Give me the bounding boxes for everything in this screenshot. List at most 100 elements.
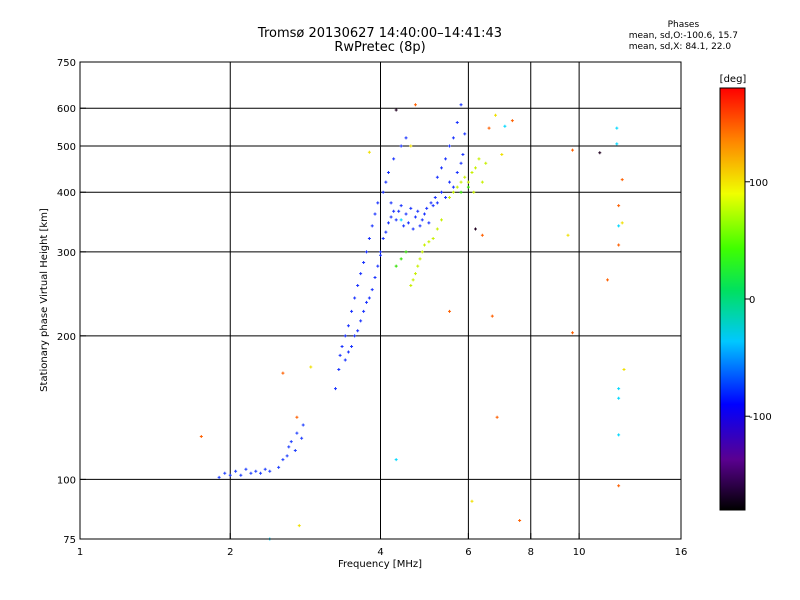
data-point: [431, 204, 435, 208]
data-point: [420, 218, 424, 222]
data-point: [571, 148, 575, 152]
x-tick-label: 6: [465, 547, 471, 558]
data-point: [455, 121, 459, 125]
data-point: [500, 152, 504, 156]
data-point: [350, 309, 354, 313]
data-point: [239, 473, 243, 477]
data-point: [394, 218, 398, 222]
data-point: [365, 300, 369, 304]
data-point: [404, 212, 408, 216]
data-point: [381, 190, 385, 194]
data-point: [435, 175, 439, 179]
data-point: [440, 190, 443, 194]
data-point: [451, 136, 455, 140]
data-point: [461, 152, 465, 156]
data-point: [463, 132, 467, 136]
data-point: [384, 180, 388, 184]
y-tick-label: 75: [63, 535, 76, 546]
data-point: [448, 180, 452, 184]
phases-o-stats: mean, sd,O:-100.6, 15.7: [628, 31, 738, 41]
colorbar-tick-label: 100: [749, 178, 768, 189]
data-point: [510, 119, 514, 123]
data-point: [413, 215, 417, 219]
data-point: [392, 157, 396, 161]
data-point: [466, 185, 470, 189]
data-point: [350, 344, 354, 348]
phases-title: Phases: [667, 20, 700, 30]
data-point: [413, 103, 417, 107]
data-point: [277, 465, 281, 469]
data-point: [353, 296, 357, 300]
x-tick-label: 10: [573, 547, 586, 558]
data-point: [459, 190, 463, 194]
chart-subtitle: RwPretec (8p): [334, 40, 426, 55]
data-point: [268, 469, 272, 473]
data-point: [309, 365, 313, 369]
data-point: [399, 257, 403, 261]
data-point: [367, 236, 371, 240]
data-point: [598, 151, 602, 155]
data-point: [386, 170, 390, 174]
data-point: [376, 264, 380, 268]
data-point: [470, 499, 474, 503]
data-point: [356, 283, 360, 287]
data-point: [337, 367, 341, 371]
data-point: [281, 371, 285, 375]
data-point: [615, 142, 619, 146]
data-point: [440, 166, 443, 170]
y-tick-label: 300: [57, 248, 76, 259]
data-point: [459, 180, 463, 184]
data-point: [333, 387, 337, 391]
data-point: [425, 206, 429, 210]
data-point: [418, 224, 422, 228]
colorbar-unit-label: [deg]: [720, 74, 747, 85]
phases-legend: Phases mean, sd,O:-100.6, 15.7 mean, sd,…: [629, 20, 738, 53]
x-tick-label: 8: [528, 547, 534, 558]
data-point: [480, 180, 484, 184]
data-point: [373, 212, 377, 216]
y-tick-label: 500: [57, 142, 76, 153]
data-point: [484, 161, 488, 165]
y-tick-label: 100: [57, 475, 76, 486]
data-point: [217, 475, 221, 479]
data-point: [411, 278, 415, 282]
data-point: [422, 243, 426, 247]
data-point: [617, 387, 621, 391]
data-point: [448, 309, 452, 313]
data-point: [301, 423, 305, 427]
chart-title: Tromsø 20130627 14:40:00–14:41:43: [257, 26, 503, 41]
y-tick-label: 750: [57, 58, 76, 69]
data-point: [373, 276, 377, 280]
data-point: [617, 204, 621, 208]
data-point: [297, 524, 301, 528]
data-point: [370, 288, 374, 292]
data-point: [606, 278, 610, 282]
data-point: [402, 224, 406, 228]
data-point: [281, 458, 285, 462]
data-point: [429, 201, 433, 205]
data-point: [379, 253, 382, 257]
data-point: [263, 467, 267, 471]
data-point: [518, 519, 522, 523]
phases-x-stats: mean, sd,X: 84.1, 22.0: [628, 42, 732, 52]
data-point: [285, 454, 289, 458]
data-point: [399, 204, 403, 208]
data-point: [254, 469, 258, 473]
y-tick-label: 400: [57, 188, 76, 199]
data-point: [422, 212, 426, 216]
data-point: [346, 324, 350, 328]
data-point: [617, 224, 621, 228]
data-point: [427, 221, 431, 225]
y-tick-label: 600: [57, 104, 76, 115]
data-point: [487, 126, 491, 130]
data-point: [615, 126, 619, 130]
data-point: [381, 236, 385, 240]
data-point: [494, 113, 498, 117]
data-point: [289, 440, 293, 444]
data-point: [418, 257, 422, 261]
colorbar-tick-label: -100: [749, 412, 772, 423]
data-point: [435, 201, 439, 205]
data-point: [470, 170, 474, 174]
data-point: [199, 435, 203, 439]
